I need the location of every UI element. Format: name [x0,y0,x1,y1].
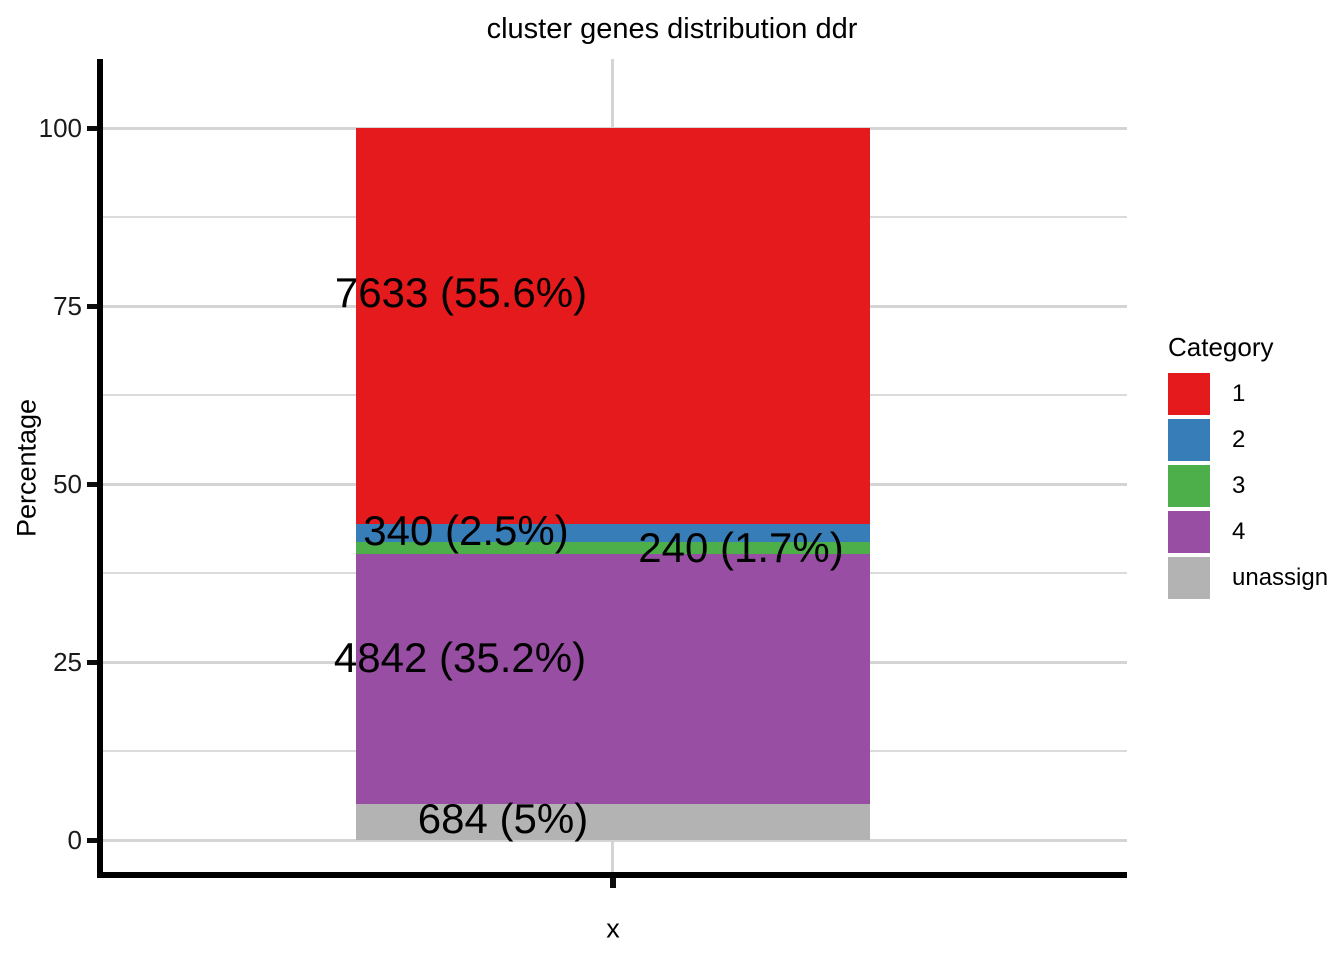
y-tick-mark [87,481,97,487]
gridline-major [103,838,1127,842]
legend-key-swatch [1168,465,1210,507]
y-axis-line [97,59,103,878]
bar-label-4: 4842 (35.2%) [333,634,587,681]
bar-segment-3 [356,541,870,554]
chart-title: cluster genes distribution ddr [486,13,858,45]
y-tick-label: 25 [53,647,82,677]
legend-label: 2 [1232,426,1246,453]
legend: Category 1 2 3 4 unassign [1168,332,1328,603]
legend-label: 3 [1232,472,1246,499]
legend-key-swatch [1168,373,1210,415]
legend-entry-unassign: unassign [1168,557,1328,599]
y-tick-label: 0 [67,825,82,855]
legend-key-swatch [1168,557,1210,599]
bar-segment-unassign [356,804,870,840]
bar-label-3: 240 (1.7%) [638,524,844,571]
legend-entry-1: 1 [1168,373,1328,415]
bar-segment-4 [356,553,870,805]
y-tick-mark [87,837,97,843]
x-axis-tick [610,878,616,888]
legend-label: 1 [1232,380,1246,407]
y-tick-mark [87,659,97,665]
bar-label-unassign: 684 (5%) [417,795,589,842]
legend-title: Category [1168,332,1274,362]
bar-segment-2 [356,523,870,542]
legend-entries: 1 2 3 4 unassign [1168,373,1328,599]
y-tick-label: 75 [53,291,82,321]
bar-segment-1 [356,128,870,524]
legend-entry-4: 4 [1168,511,1328,553]
legend-label: unassign [1232,564,1329,591]
x-axis-title: x [606,913,620,944]
legend-label: 4 [1232,518,1246,545]
y-tick-mark [87,125,97,131]
y-tick-mark [87,303,97,309]
bar-label-2: 340 (2.5%) [363,507,569,554]
y-tick-label: 100 [38,113,82,143]
legend-entry-3: 3 [1168,465,1328,507]
legend-key-swatch [1168,511,1210,553]
legend-key-swatch [1168,419,1210,461]
x-axis-line [97,872,1127,878]
bar-label-1: 7633 (55.6%) [334,269,588,316]
legend-entry-2: 2 [1168,419,1328,461]
y-tick-label: 50 [53,469,82,499]
